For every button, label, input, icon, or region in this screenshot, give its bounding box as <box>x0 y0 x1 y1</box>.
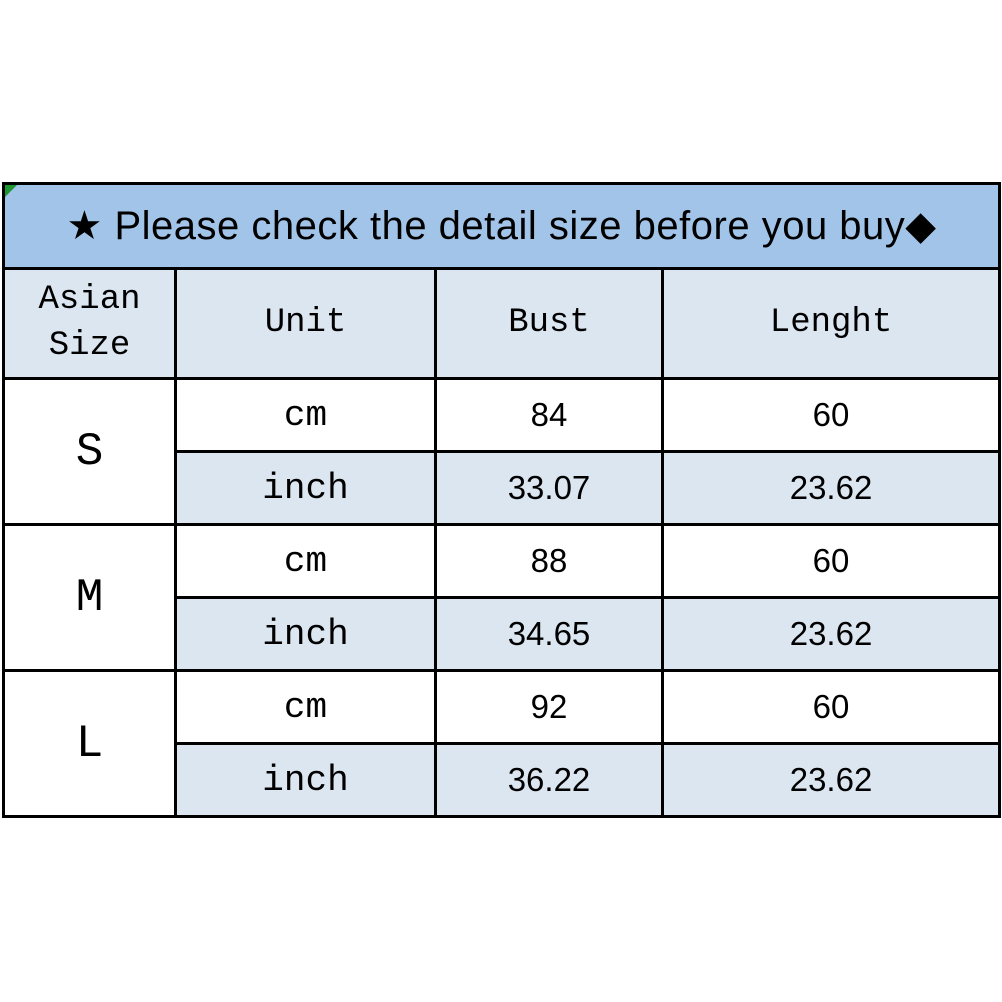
unit-cell: cm <box>174 669 437 745</box>
table-row-m-inch: inch 34.65 23.62 <box>4 596 1002 672</box>
unit-cell: inch <box>174 596 437 672</box>
length-value: 60 <box>660 377 1002 453</box>
column-header-asian-size: Asian Size <box>2 267 177 380</box>
length-value: 60 <box>660 523 1002 599</box>
unit-cell: cm <box>174 377 437 453</box>
bust-value: 34.65 <box>434 596 664 672</box>
length-value: 23.62 <box>660 742 1002 818</box>
bust-value: 36.22 <box>434 742 664 818</box>
unit-cell: cm <box>174 523 437 599</box>
bust-value: 84 <box>434 377 664 453</box>
column-header-unit: Unit <box>174 267 437 380</box>
table-row-s-cm: S cm 84 60 <box>2 377 1002 526</box>
bust-value: 92 <box>434 669 664 745</box>
bust-value: 88 <box>434 523 664 599</box>
bust-value: 33.07 <box>434 450 664 526</box>
banner-text: ★ Please check the detail size before yo… <box>66 204 937 248</box>
size-label-m: M <box>2 523 177 672</box>
length-value: 23.62 <box>660 450 1002 526</box>
table-row-l-cm: L cm 92 60 <box>2 669 1002 818</box>
length-value: 60 <box>660 669 1002 745</box>
size-chart-table: ★ Please check the detail size before yo… <box>1 182 1002 818</box>
table-row-l-inch: inch 36.22 23.62 <box>4 742 1002 818</box>
table-row-m-cm: M cm 88 60 <box>2 523 1002 672</box>
table-header-row: Asian Size Unit Bust Lenght <box>2 267 1002 380</box>
unit-cell: inch <box>174 742 437 818</box>
column-header-bust: Bust <box>434 267 664 380</box>
banner: ★ Please check the detail size before yo… <box>1 182 1002 270</box>
banner-row: ★ Please check the detail size before yo… <box>1 182 1002 270</box>
unit-cell: inch <box>174 450 437 526</box>
length-value: 23.62 <box>660 596 1002 672</box>
size-label-l: L <box>2 669 177 818</box>
size-label-s: S <box>2 377 177 526</box>
column-header-length: Lenght <box>660 267 1002 380</box>
table-row-s-inch: inch 33.07 23.62 <box>4 450 1002 526</box>
green-corner-triangle-icon <box>6 186 17 197</box>
